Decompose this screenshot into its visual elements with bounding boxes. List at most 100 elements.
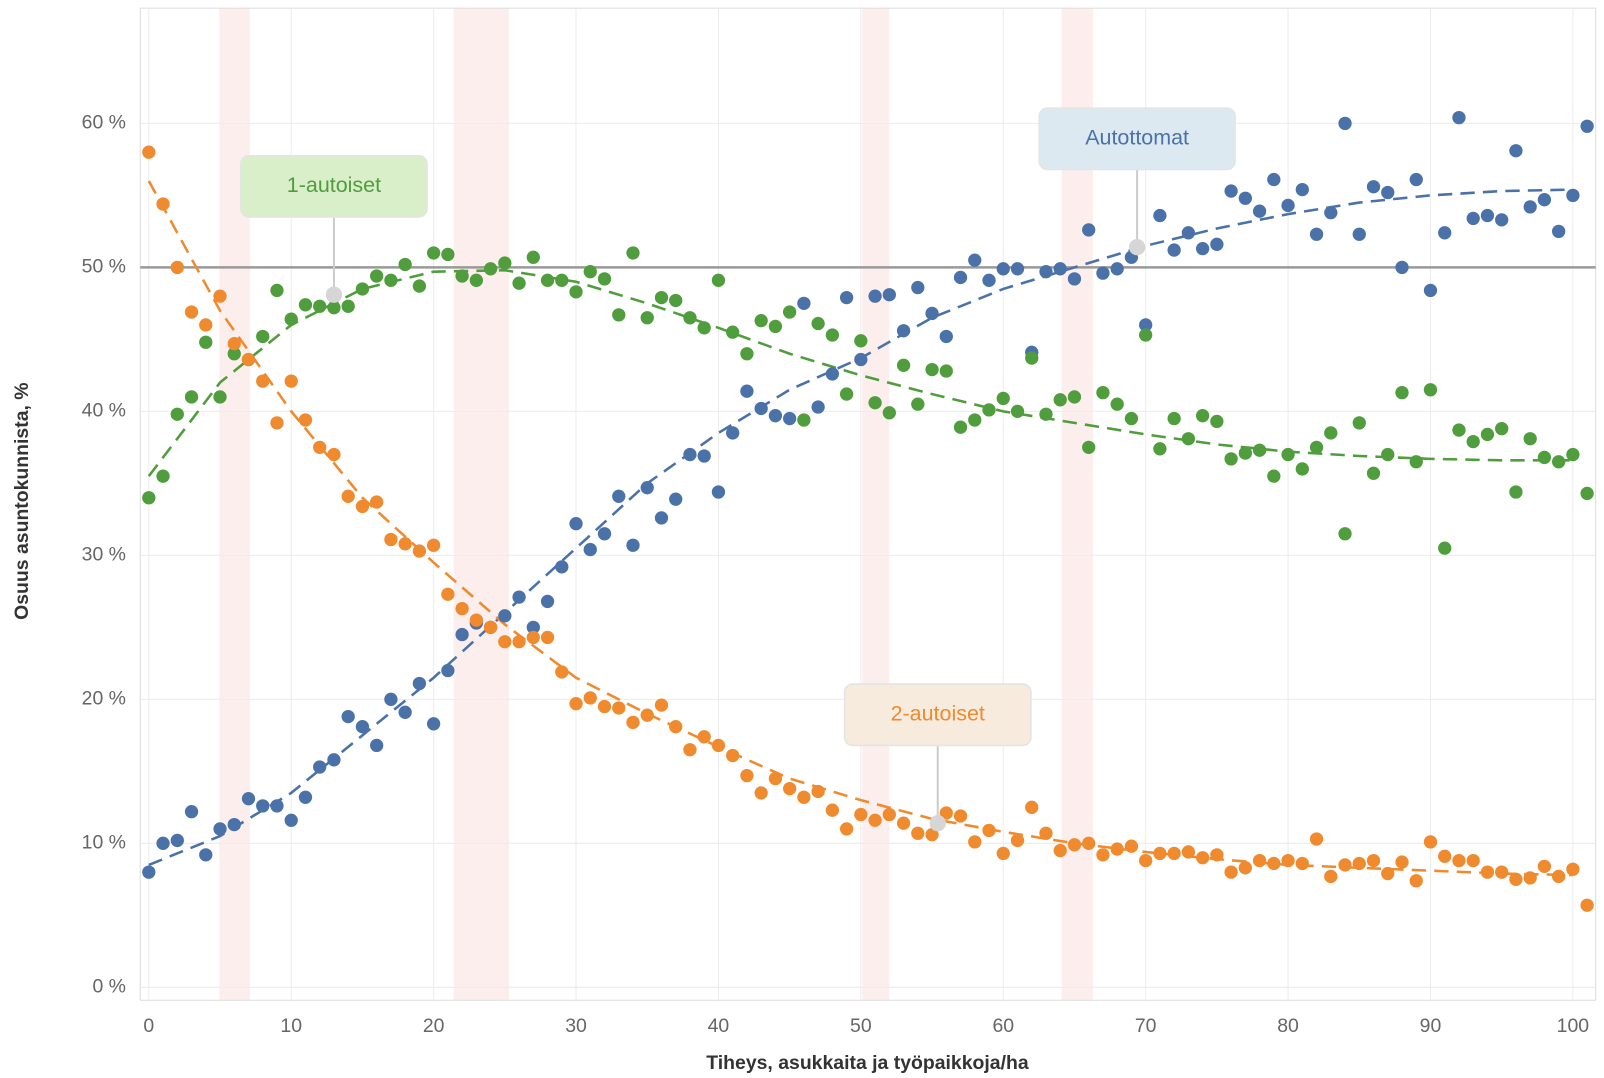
point — [441, 663, 455, 678]
point — [1195, 241, 1210, 256]
annotation-anchor — [325, 286, 343, 303]
point — [754, 401, 768, 416]
point — [1139, 328, 1153, 342]
point — [1324, 869, 1338, 884]
point — [540, 594, 555, 609]
x-tick-label: 80 — [1277, 1015, 1299, 1037]
point — [982, 273, 996, 287]
point — [1537, 450, 1552, 465]
x-axis-title: Tiheys, asukkaita ja työpaikkoja/ha — [706, 1052, 1029, 1074]
annotations: Autottomat 1-autoiset 2-autoiset — [240, 107, 1236, 832]
point — [669, 720, 683, 734]
point — [498, 635, 512, 649]
point — [683, 447, 697, 462]
point — [654, 290, 669, 305]
x-tick-label: 10 — [280, 1015, 302, 1037]
point — [782, 781, 797, 796]
point — [256, 329, 270, 344]
y-tick-label: 60 % — [82, 111, 126, 133]
point — [1010, 404, 1025, 419]
x-tick-label: 20 — [423, 1015, 445, 1037]
point — [1139, 853, 1153, 868]
point — [1167, 411, 1181, 426]
point — [1096, 266, 1110, 280]
highlight-band — [1061, 8, 1093, 1001]
point — [156, 197, 170, 211]
point — [939, 806, 953, 820]
point — [483, 262, 498, 276]
point — [669, 293, 683, 308]
point — [1395, 385, 1409, 400]
point — [1295, 856, 1309, 871]
point — [1053, 843, 1067, 858]
point — [1153, 442, 1167, 456]
point — [726, 325, 740, 339]
point — [213, 289, 227, 303]
point — [1509, 144, 1523, 158]
point — [455, 627, 469, 642]
point — [1309, 440, 1324, 454]
point — [1537, 859, 1552, 874]
point — [882, 807, 896, 822]
point — [597, 699, 612, 714]
point — [384, 692, 398, 706]
y-tick-label: 40 % — [82, 399, 126, 421]
point — [825, 367, 840, 381]
point — [526, 250, 540, 264]
point — [341, 299, 355, 313]
y-tick-label: 20 % — [82, 687, 126, 709]
point — [1267, 172, 1281, 187]
point — [1352, 227, 1366, 241]
point — [953, 809, 968, 823]
point — [1195, 851, 1210, 865]
point — [270, 283, 284, 298]
point — [626, 538, 640, 552]
point — [540, 630, 555, 645]
point — [384, 532, 398, 547]
point — [1110, 262, 1124, 276]
point — [1252, 204, 1267, 218]
point — [1295, 462, 1309, 476]
point — [441, 247, 455, 262]
point — [156, 836, 170, 850]
point — [1267, 469, 1281, 483]
point — [1181, 432, 1196, 446]
point — [1566, 188, 1580, 203]
point — [498, 609, 512, 623]
x-tick-label: 40 — [708, 1015, 730, 1037]
point — [896, 816, 911, 830]
point — [1466, 434, 1480, 449]
point — [1067, 272, 1082, 286]
point — [1551, 869, 1566, 884]
point — [1210, 414, 1224, 429]
point — [1010, 833, 1025, 848]
point — [1167, 243, 1181, 257]
point — [184, 804, 199, 819]
point — [1210, 848, 1224, 862]
y-axis-title: Osuus asuntokunnista, % — [11, 382, 33, 619]
annotation-box — [240, 154, 428, 218]
point — [569, 517, 583, 531]
point — [654, 698, 669, 712]
point — [1423, 835, 1438, 849]
point — [740, 347, 754, 361]
point — [1082, 836, 1096, 850]
point — [640, 481, 654, 495]
point — [768, 771, 783, 786]
point — [726, 426, 740, 440]
point — [426, 717, 441, 731]
point — [1480, 865, 1495, 879]
point — [968, 253, 982, 267]
point — [1438, 849, 1452, 863]
point — [512, 276, 526, 290]
point — [925, 828, 939, 842]
annotation-anchor — [1128, 239, 1146, 256]
point — [256, 799, 270, 813]
point — [683, 743, 697, 757]
point — [1124, 411, 1139, 426]
point — [1352, 416, 1366, 430]
point — [839, 290, 854, 305]
point — [911, 826, 925, 840]
point — [298, 790, 313, 804]
point — [597, 527, 612, 541]
